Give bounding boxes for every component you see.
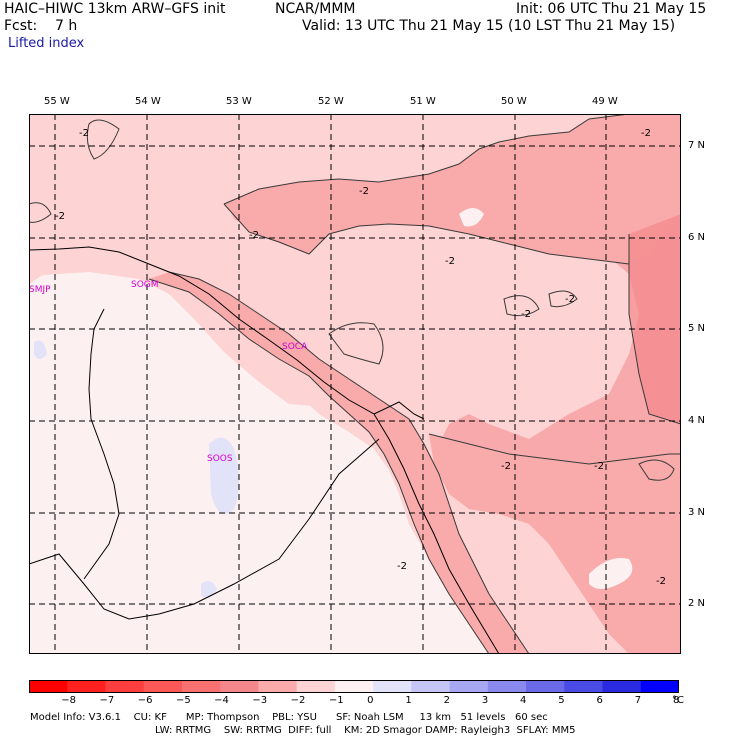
colorbar-tick-label: 7 xyxy=(634,695,642,706)
contours xyxy=(29,114,681,654)
station-label: SOGM xyxy=(131,280,159,290)
colorbar-tick-label: −4 xyxy=(214,695,229,706)
field-gt-1 xyxy=(589,558,633,589)
colorbar-tick-label: 1 xyxy=(405,695,412,706)
init-time: Init: 06 UTC Thu 21 May 15 xyxy=(516,1,707,17)
colorbar-swatch xyxy=(143,680,183,693)
lon-label: 50 W xyxy=(501,96,527,107)
colorbar-tick-label: 2 xyxy=(443,695,450,706)
lat-label: 5 N xyxy=(688,323,706,334)
colorbar-tick-label: 6 xyxy=(596,695,603,706)
physics-info: LW: RRTMG SW: RRTMG DIFF: full KM: 2D Sm… xyxy=(155,725,576,736)
contour-label: -2 xyxy=(565,294,575,305)
station-label: SOOS xyxy=(207,454,233,464)
field-name: Lifted index xyxy=(8,36,85,51)
station-label: SMJP xyxy=(29,285,51,295)
colorbar-swatch xyxy=(564,680,604,693)
model-title: HAIC–HIWC 13km ARW–GFS init xyxy=(4,1,226,17)
colorbar-swatch xyxy=(334,680,374,693)
colorbar-swatch xyxy=(640,680,679,693)
colorbar-swatch xyxy=(258,680,298,693)
lon-label: 51 W xyxy=(410,96,436,107)
lon-label: 52 W xyxy=(318,96,344,107)
field-lt-m3-edge xyxy=(629,214,681,424)
field-lt-m2-coast xyxy=(149,272,529,654)
model-info: Model Info: V3.6.1 CU: KF MP: Thompson P… xyxy=(30,712,548,723)
field-lt-m1-coast xyxy=(29,246,314,406)
field-gt-1 xyxy=(209,437,239,514)
colorbar-tick-label: 3 xyxy=(481,695,489,706)
contour-label: -2 xyxy=(79,128,89,139)
colorbar-swatch xyxy=(373,680,412,693)
colorbar-tick-label: −5 xyxy=(175,695,191,706)
lon-label: 49 W xyxy=(592,96,618,107)
field-gt-1 xyxy=(459,208,484,227)
contour-label: -2 xyxy=(445,256,455,267)
colorbar-swatch xyxy=(487,680,527,693)
colorbar-swatch xyxy=(181,680,221,693)
colorbar-swatch xyxy=(105,680,145,693)
field-lt-m2-east xyxy=(429,434,681,654)
colorbar-tick-label: −2 xyxy=(290,695,306,706)
colorbar-swatch xyxy=(449,680,489,693)
colorbar-tick-label: −1 xyxy=(328,695,344,706)
field-gt-1 xyxy=(34,340,47,359)
colorbar-tick-label: 4 xyxy=(520,695,527,706)
coastline xyxy=(29,246,500,654)
colorbar-frame xyxy=(29,680,679,693)
colorbar-tick-label: −7 xyxy=(99,695,115,706)
lon-label: 53 W xyxy=(226,96,252,107)
colorbar-swatch xyxy=(411,680,451,693)
colorbar-swatch xyxy=(526,680,565,693)
lat-label: 3 N xyxy=(688,507,706,518)
colorbar-swatch xyxy=(29,680,68,693)
lat-lon-grid xyxy=(29,114,681,654)
lon-label: 55 W xyxy=(44,96,70,107)
contour-label: -2 xyxy=(594,461,604,472)
contour-label: -2 xyxy=(641,128,651,139)
colorbar-tick-label: −3 xyxy=(252,695,268,706)
lat-label: 4 N xyxy=(688,415,706,426)
lat-label: 6 N xyxy=(688,232,706,243)
contour-label: -2 xyxy=(249,230,259,241)
colorbar-tick-label: 8 xyxy=(673,695,680,706)
lon-label: 54 W xyxy=(135,96,161,107)
contour-label: -2 xyxy=(521,309,531,320)
colorbar-swatch xyxy=(67,680,106,693)
colorbar-unit: °C xyxy=(672,695,684,706)
field-lt-m2-north xyxy=(224,114,681,264)
field-gt-1 xyxy=(201,580,217,598)
colorbar-tick-label: 0 xyxy=(367,695,374,706)
colorbar xyxy=(29,680,679,693)
org-label: NCAR/MMM xyxy=(275,1,356,17)
colorbar-swatch xyxy=(602,680,642,693)
forecast-hour: Fcst: 7 h xyxy=(4,18,78,34)
colorbar-tick-label: −8 xyxy=(61,695,76,706)
map-frame xyxy=(29,114,681,654)
colorbar-tick-label: 5 xyxy=(558,695,565,706)
contour-label: -2 xyxy=(55,211,65,222)
contour-label: -2 xyxy=(359,186,369,197)
contour-label: -2 xyxy=(397,561,407,572)
lat-label: 7 N xyxy=(688,140,706,151)
valid-time: Valid: 13 UTC Thu 21 May 15 (10 LST Thu … xyxy=(302,18,676,34)
contour-label: -2 xyxy=(501,461,511,472)
lifted-index-map: -2 -2 -2 -2 -2 -2 -2 -2 -2 -2 -2 -2 SMJP… xyxy=(29,114,681,654)
colorbar-swatch xyxy=(296,680,336,693)
colorbar-tick-label: −6 xyxy=(137,695,153,706)
station-label: SOCA xyxy=(282,342,308,352)
colorbar-swatch xyxy=(220,680,259,693)
lat-label: 2 N xyxy=(688,598,706,609)
contour-label: -2 xyxy=(656,576,666,587)
